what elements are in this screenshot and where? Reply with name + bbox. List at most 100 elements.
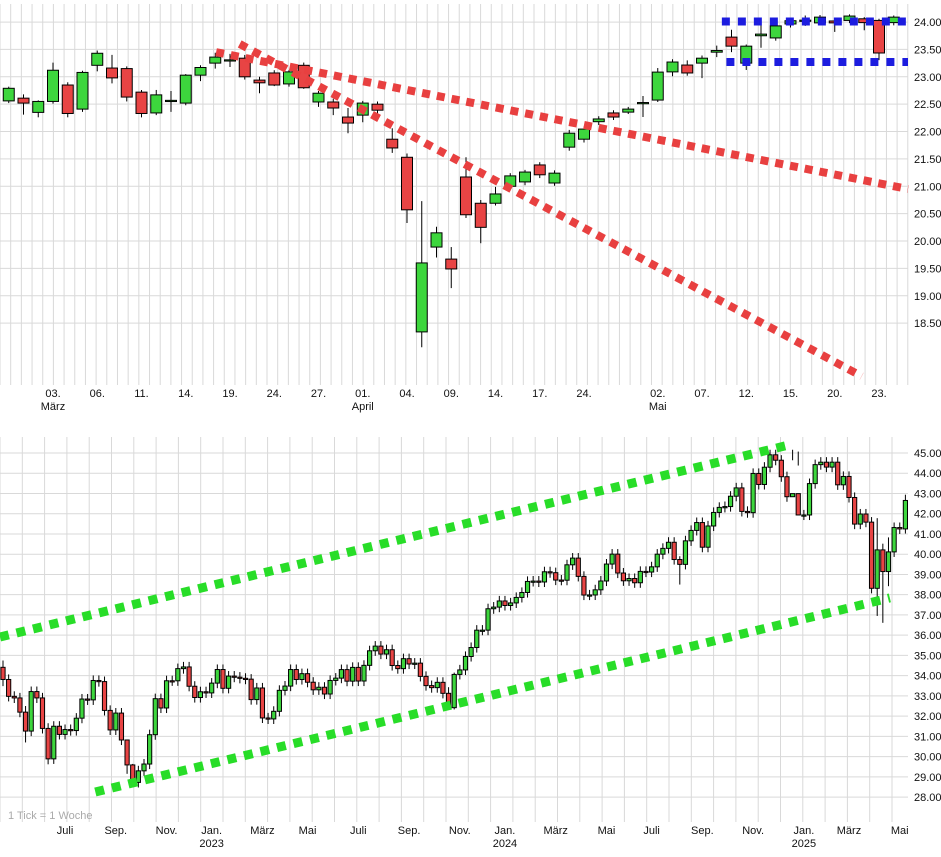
candle xyxy=(430,232,443,248)
candle xyxy=(671,541,677,561)
candle xyxy=(165,99,177,103)
tick-interval-hint: 1 Tick = 1 Woche xyxy=(8,810,92,822)
candle xyxy=(22,711,29,732)
candle xyxy=(812,464,818,485)
candle xyxy=(801,514,807,517)
x-tick-label: 04. xyxy=(399,388,415,400)
candle xyxy=(651,71,664,101)
x-tick-label: 24. xyxy=(576,388,592,400)
y-axis-label: 45.000 xyxy=(914,448,941,460)
candle xyxy=(457,669,463,675)
candle xyxy=(169,680,175,683)
candle xyxy=(462,655,469,671)
candle xyxy=(209,682,215,694)
candle xyxy=(694,522,700,531)
x-tick-label: Jan. 2024 xyxy=(492,825,518,850)
x-tick-label: 17. xyxy=(532,388,548,400)
candle xyxy=(361,664,367,682)
y-axis-label: 20.000 xyxy=(914,236,941,248)
candle xyxy=(852,496,858,525)
candle xyxy=(857,513,863,525)
candle xyxy=(769,25,782,39)
candle xyxy=(460,176,472,216)
candle xyxy=(344,669,350,682)
candle xyxy=(268,72,281,86)
candle xyxy=(197,691,204,699)
resistance-lower-red xyxy=(237,40,864,380)
candle xyxy=(434,681,440,689)
candle xyxy=(0,666,6,680)
candle xyxy=(902,499,908,530)
candle xyxy=(835,461,841,486)
weekly-grid xyxy=(0,437,908,822)
candle xyxy=(541,571,548,583)
candle xyxy=(378,645,384,655)
x-tick-label: 23. xyxy=(871,388,887,400)
candle xyxy=(666,61,679,73)
candle xyxy=(101,681,108,711)
candle xyxy=(524,580,531,593)
y-axis-label: 32.000 xyxy=(914,711,941,723)
candle xyxy=(371,103,384,111)
candle xyxy=(96,679,102,683)
candle xyxy=(536,580,542,583)
candle xyxy=(874,549,880,589)
candle xyxy=(716,506,722,513)
candle xyxy=(90,679,96,701)
candle xyxy=(519,591,525,598)
candle xyxy=(406,658,412,665)
candle xyxy=(47,69,59,102)
y-axis-label: 37.000 xyxy=(914,610,941,622)
candle xyxy=(710,50,723,53)
candle xyxy=(575,557,581,577)
candle xyxy=(722,506,728,509)
candle xyxy=(429,685,435,689)
y-axis-label: 28.000 xyxy=(914,792,941,804)
candle xyxy=(338,669,344,679)
candle xyxy=(186,666,192,687)
candle xyxy=(468,647,474,657)
candle xyxy=(609,553,615,565)
candle xyxy=(135,91,148,114)
candle xyxy=(389,649,395,667)
candle xyxy=(868,521,875,589)
candle xyxy=(253,79,266,84)
y-axis-label: 35.000 xyxy=(914,650,941,662)
candle xyxy=(607,112,620,118)
candle xyxy=(293,669,299,681)
y-axis-label: 19.000 xyxy=(914,291,941,303)
candle xyxy=(152,698,158,736)
candle xyxy=(342,116,354,124)
x-tick-label: Juli xyxy=(643,825,660,837)
y-axis-label: 34.000 xyxy=(914,671,941,683)
candle xyxy=(795,493,801,516)
candle xyxy=(150,94,163,114)
candle xyxy=(790,493,796,498)
candle xyxy=(474,629,480,649)
candle xyxy=(383,649,390,655)
weekly-trendlines xyxy=(0,439,891,797)
candle xyxy=(395,665,401,670)
candle xyxy=(806,483,813,516)
candle xyxy=(6,678,12,697)
candle xyxy=(327,101,340,109)
x-tick-label: 11. xyxy=(134,388,149,400)
candle xyxy=(147,734,153,765)
candle xyxy=(412,662,418,665)
y-axis-label: 42.000 xyxy=(914,509,941,521)
candle xyxy=(603,563,610,582)
candle xyxy=(321,686,328,695)
candle xyxy=(283,71,295,85)
candle xyxy=(750,472,756,514)
candle xyxy=(11,695,17,699)
candle xyxy=(665,541,672,549)
candle xyxy=(316,686,322,691)
candle xyxy=(445,258,458,270)
x-tick-label: März xyxy=(836,825,862,837)
candle xyxy=(681,64,694,74)
candle xyxy=(592,118,605,123)
candle xyxy=(73,717,79,732)
candle xyxy=(643,570,649,574)
candle xyxy=(179,74,192,104)
candle xyxy=(846,475,852,498)
